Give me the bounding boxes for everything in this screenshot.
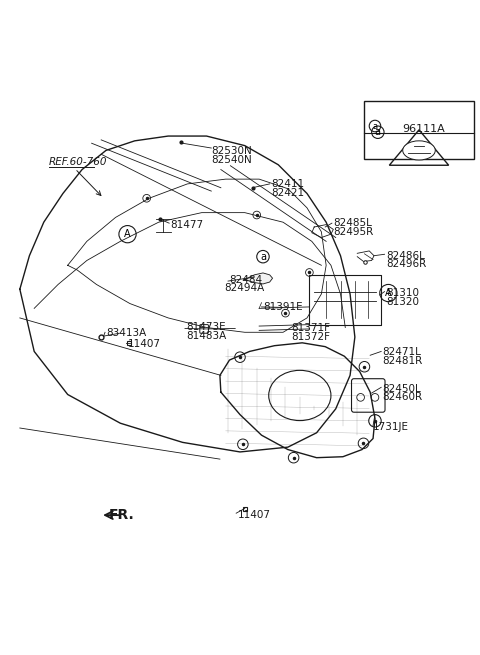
Text: 81483A: 81483A xyxy=(186,331,227,341)
Text: 82540N: 82540N xyxy=(211,155,252,165)
Text: 82494A: 82494A xyxy=(225,283,265,293)
Text: 81310: 81310 xyxy=(386,288,419,298)
Text: 82411: 82411 xyxy=(271,179,304,189)
Text: 82485L: 82485L xyxy=(333,218,372,228)
Text: REF.60-760: REF.60-760 xyxy=(48,157,107,168)
Text: 1731JE: 1731JE xyxy=(373,422,409,432)
FancyBboxPatch shape xyxy=(364,101,474,159)
Text: 81473E: 81473E xyxy=(186,322,226,333)
Ellipse shape xyxy=(403,141,435,160)
Text: 82486L: 82486L xyxy=(386,251,425,261)
Text: A: A xyxy=(124,229,131,239)
Text: 82471L: 82471L xyxy=(383,347,421,358)
FancyBboxPatch shape xyxy=(200,325,208,333)
Text: 82421: 82421 xyxy=(271,187,304,198)
Text: 81477: 81477 xyxy=(170,219,204,230)
Polygon shape xyxy=(245,273,273,284)
Text: a: a xyxy=(260,252,266,261)
Text: 81372F: 81372F xyxy=(292,332,331,342)
Text: 11407: 11407 xyxy=(128,339,160,348)
Text: FR.: FR. xyxy=(108,508,134,522)
Text: a: a xyxy=(375,127,381,138)
Text: 82530N: 82530N xyxy=(211,146,252,157)
Text: 81371F: 81371F xyxy=(292,324,331,333)
Text: 82460R: 82460R xyxy=(383,392,423,402)
Text: 96111A: 96111A xyxy=(402,124,444,134)
Text: 81391E: 81391E xyxy=(263,302,302,312)
FancyBboxPatch shape xyxy=(351,379,385,412)
Text: 82481R: 82481R xyxy=(383,356,423,366)
Text: 83413A: 83413A xyxy=(106,328,146,338)
Ellipse shape xyxy=(269,370,331,421)
Text: 82450L: 82450L xyxy=(383,384,421,394)
Text: 82495R: 82495R xyxy=(333,227,373,236)
Text: A: A xyxy=(385,288,392,298)
Text: 81320: 81320 xyxy=(386,297,419,307)
Text: a: a xyxy=(372,122,378,130)
Text: 82496R: 82496R xyxy=(386,259,426,269)
Text: 11407: 11407 xyxy=(238,510,271,520)
Text: 82484: 82484 xyxy=(229,274,263,285)
